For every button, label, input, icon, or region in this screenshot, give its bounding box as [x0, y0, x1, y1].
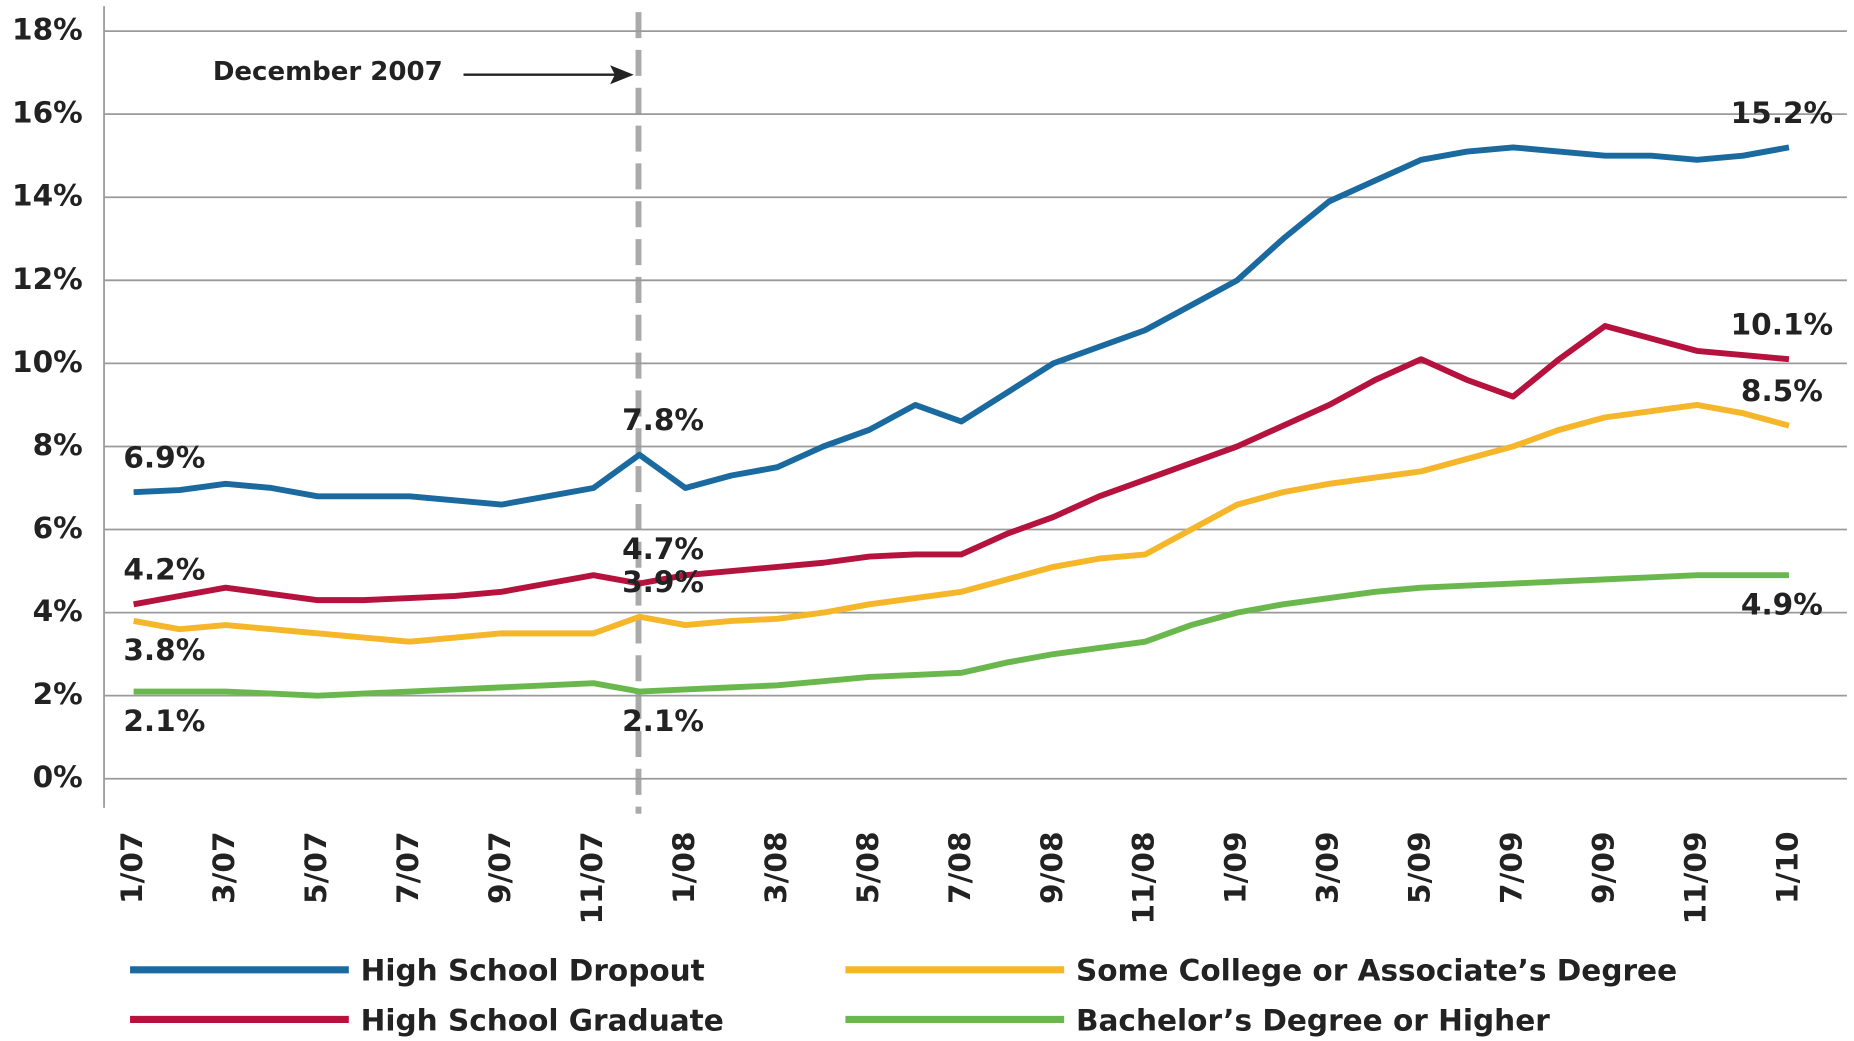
- series-line: [133, 144, 1790, 508]
- legend-label: High School Dropout: [361, 954, 705, 988]
- y-tick-label: 0%: [33, 760, 83, 794]
- series-line: [133, 323, 1790, 608]
- data-label: 3.8%: [123, 633, 205, 667]
- data-label: 2.1%: [622, 704, 704, 738]
- data-label: 8.5%: [1741, 374, 1823, 408]
- y-tick-label: 2%: [33, 677, 83, 711]
- x-tick-label: 7/09: [1495, 831, 1529, 903]
- legend-label: High School Graduate: [361, 1003, 724, 1037]
- data-label: 4.2%: [123, 553, 205, 587]
- y-tick-label: 16%: [12, 96, 83, 130]
- x-tick-label: 9/08: [1035, 831, 1069, 903]
- x-tick-label: 7/07: [391, 831, 425, 903]
- x-tick-label: 1/10: [1770, 831, 1804, 903]
- x-tick-label: 5/08: [851, 831, 885, 903]
- y-tick-label: 6%: [33, 511, 83, 545]
- y-tick-label: 4%: [33, 594, 83, 628]
- y-tick-label: 8%: [33, 428, 83, 462]
- data-label: 15.2%: [1731, 96, 1834, 130]
- data-label: 10.1%: [1731, 308, 1834, 342]
- series-line: [133, 572, 1789, 699]
- x-tick-label: 5/07: [299, 831, 333, 903]
- series-line: [133, 401, 1790, 645]
- y-tick-label: 18%: [12, 13, 83, 47]
- x-tick-label: 5/09: [1403, 831, 1437, 903]
- x-tick-label: 3/09: [1311, 831, 1345, 903]
- data-label: 2.1%: [123, 704, 205, 738]
- x-tick-label: 11/07: [575, 831, 609, 924]
- data-label: 6.9%: [123, 441, 205, 475]
- y-tick-label: 10%: [12, 345, 83, 379]
- y-tick-label: 14%: [12, 179, 83, 213]
- x-tick-label: 11/08: [1127, 831, 1161, 924]
- x-tick-label: 3/08: [759, 831, 793, 903]
- annotation: December 2007: [213, 57, 443, 87]
- data-label: 4.9%: [1741, 587, 1823, 621]
- x-tick-label: 11/09: [1679, 831, 1713, 924]
- x-tick-label: 1/08: [667, 831, 701, 903]
- legend-label: Bachelor’s Degree or Higher: [1076, 1003, 1550, 1037]
- x-tick-label: 9/09: [1587, 831, 1621, 903]
- legend-label: Some College or Associate’s Degree: [1076, 954, 1677, 988]
- x-tick-label: 3/07: [207, 831, 241, 903]
- arrow-head: [610, 65, 634, 85]
- data-label: 3.9%: [622, 565, 704, 599]
- y-tick-label: 12%: [12, 262, 83, 296]
- data-label: 4.7%: [622, 532, 704, 566]
- x-tick-label: 9/07: [483, 831, 517, 903]
- x-tick-label: 1/09: [1219, 831, 1253, 903]
- data-label: 7.8%: [622, 403, 704, 437]
- x-tick-label: 1/07: [115, 831, 149, 903]
- x-tick-label: 7/08: [943, 831, 977, 903]
